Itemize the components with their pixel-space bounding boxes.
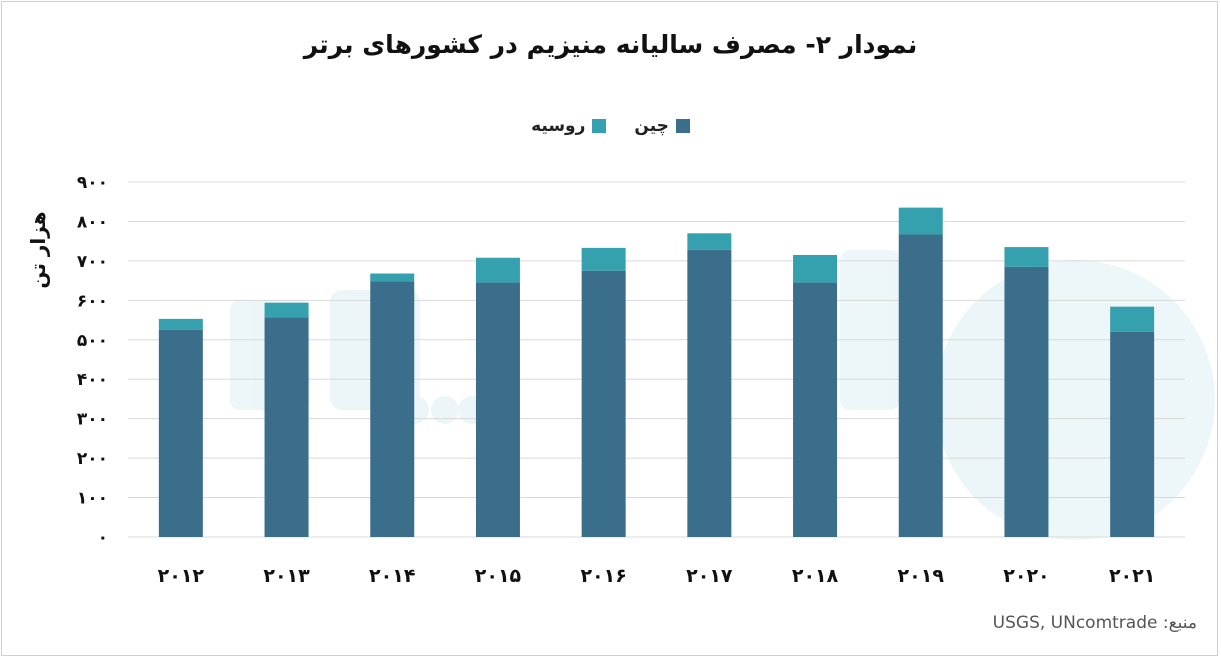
bar-china bbox=[898, 234, 943, 537]
x-tick-label: ۲۰۱۵ bbox=[475, 565, 522, 587]
x-tick-label: ۲۰۱۴ bbox=[369, 565, 415, 587]
bar-china bbox=[475, 282, 520, 537]
bar-russia bbox=[1110, 306, 1155, 332]
y-tick-label: ۵۰۰ bbox=[77, 331, 108, 351]
bar-china bbox=[687, 249, 732, 537]
bar-russia bbox=[1004, 247, 1049, 267]
x-tick-label: ۲۰۱۹ bbox=[898, 565, 945, 587]
x-tick-label: ۲۰۲۱ bbox=[1109, 565, 1155, 587]
x-tick-label: ۲۰۱۸ bbox=[792, 565, 839, 587]
bar-russia bbox=[898, 207, 943, 235]
bar-china bbox=[264, 317, 309, 537]
bar-china bbox=[370, 281, 415, 537]
bar-russia bbox=[264, 302, 309, 318]
legend-label-china: چین bbox=[634, 116, 669, 136]
x-tick-label: ۲۰۱۳ bbox=[263, 565, 310, 587]
y-tick-label: ۳۰۰ bbox=[77, 410, 108, 430]
legend-item-russia: روسیه bbox=[531, 116, 607, 136]
y-tick-label: ۸۰۰ bbox=[77, 212, 108, 232]
bar-china bbox=[1110, 331, 1155, 537]
x-tick-label: ۲۰۱۶ bbox=[580, 565, 626, 587]
bar-russia bbox=[158, 318, 203, 330]
y-tick-label: ۴۰۰ bbox=[77, 370, 108, 390]
legend-label-russia: روسیه bbox=[531, 116, 586, 136]
source-note: منبع: USGS, UNcomtrade bbox=[992, 613, 1197, 633]
chart-title: نمودار ۲- مصرف سالیانه منیزیم در کشورهای… bbox=[303, 30, 918, 59]
bar-russia bbox=[793, 254, 838, 283]
legend-item-china: چین bbox=[634, 116, 690, 136]
legend-swatch-russia bbox=[592, 119, 607, 133]
legend: چین روسیه bbox=[0, 116, 1221, 136]
x-tick-label: ۲۰۱۷ bbox=[686, 565, 733, 587]
bar-china bbox=[793, 282, 838, 537]
bar-china bbox=[581, 270, 626, 537]
x-tick-label: ۲۰۲۰ bbox=[1003, 565, 1049, 587]
y-tick-label: ۶۰۰ bbox=[77, 291, 108, 311]
y-tick-label: ۲۰۰ bbox=[77, 449, 108, 469]
legend-swatch-china bbox=[675, 119, 690, 133]
y-tick-label: ۷۰۰ bbox=[77, 252, 108, 272]
y-tick-label: ۱۰۰ bbox=[77, 489, 108, 509]
bar-russia bbox=[581, 247, 626, 271]
bar-russia bbox=[475, 257, 520, 283]
bar-russia bbox=[370, 273, 415, 282]
y-tick-label: ۹۰۰ bbox=[77, 173, 108, 193]
bar-russia bbox=[687, 233, 732, 250]
bar-china bbox=[1004, 266, 1049, 537]
y-tick-label: ۰ bbox=[98, 528, 108, 548]
x-tick-label: ۲۰۱۲ bbox=[158, 565, 205, 587]
bar-china bbox=[158, 329, 203, 537]
